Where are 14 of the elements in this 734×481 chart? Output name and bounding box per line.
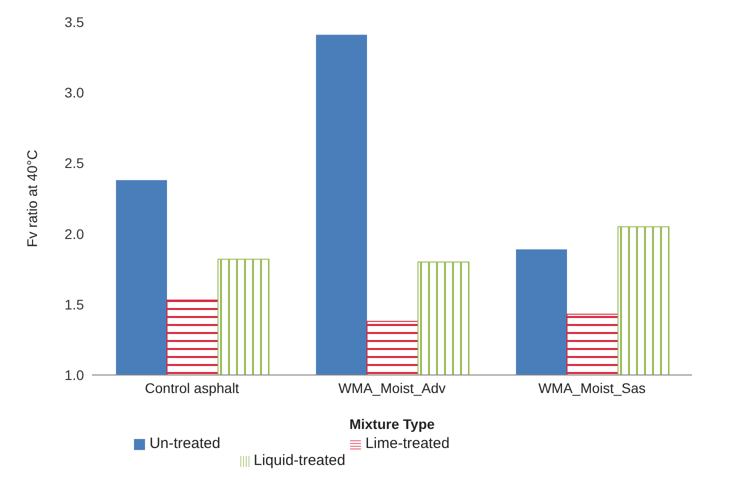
legend-label: Un-treated [149, 435, 220, 452]
y-tick-label: 1.0 [64, 366, 84, 383]
legend-label: Liquid-treated [254, 452, 346, 469]
x-tick-label: Control asphalt [144, 380, 240, 396]
y-tick-label: 3.0 [64, 84, 84, 101]
x-axis-title: Mixture Type [349, 416, 435, 432]
x-tick-label: WMA_Moist_Sas [538, 380, 646, 396]
x-tick-label: WMA_Moist_Adv [338, 380, 446, 396]
y-tick-label: 2.5 [64, 155, 84, 172]
y-axis-title: Fv ratio at 40°C [24, 150, 40, 248]
y-tick-label: 1.5 [64, 296, 84, 312]
legend-label: Lime-treated [365, 435, 450, 452]
y-tick-label: 2.0 [64, 226, 84, 242]
y-tick-label: 3.5 [64, 14, 84, 30]
